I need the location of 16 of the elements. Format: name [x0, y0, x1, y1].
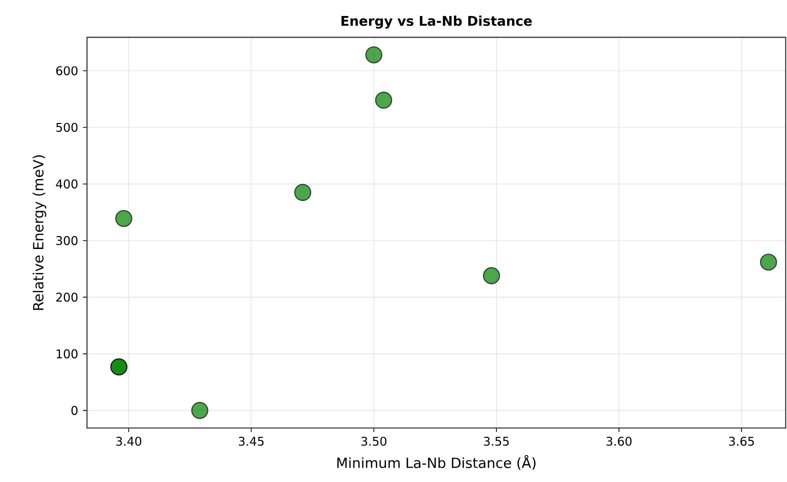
y-tick-label: 400 [56, 179, 78, 189]
x-axis-title: Minimum La-Nb Distance (Å) [337, 454, 536, 470]
x-tick-label: 3.55 [484, 436, 509, 446]
y-axis-title: Relative Energy (meV) [32, 155, 46, 310]
y-tick-label: 600 [56, 66, 78, 76]
y-tick-label: 300 [56, 236, 78, 246]
y-tick-label: 500 [56, 122, 78, 132]
x-tick-label: 3.45 [238, 436, 264, 446]
chart-title: Energy vs La-Nb Distance [342, 16, 532, 29]
y-tick-label: 100 [56, 349, 78, 358]
x-tick-label: 3.40 [116, 436, 142, 446]
y-tick-label: 200 [56, 292, 78, 302]
x-tick-label: 3.60 [606, 436, 632, 446]
y-tick-label: 0 [71, 406, 78, 415]
x-tick-label: 3.65 [729, 436, 754, 446]
x-tick-label: 3.50 [361, 436, 386, 446]
